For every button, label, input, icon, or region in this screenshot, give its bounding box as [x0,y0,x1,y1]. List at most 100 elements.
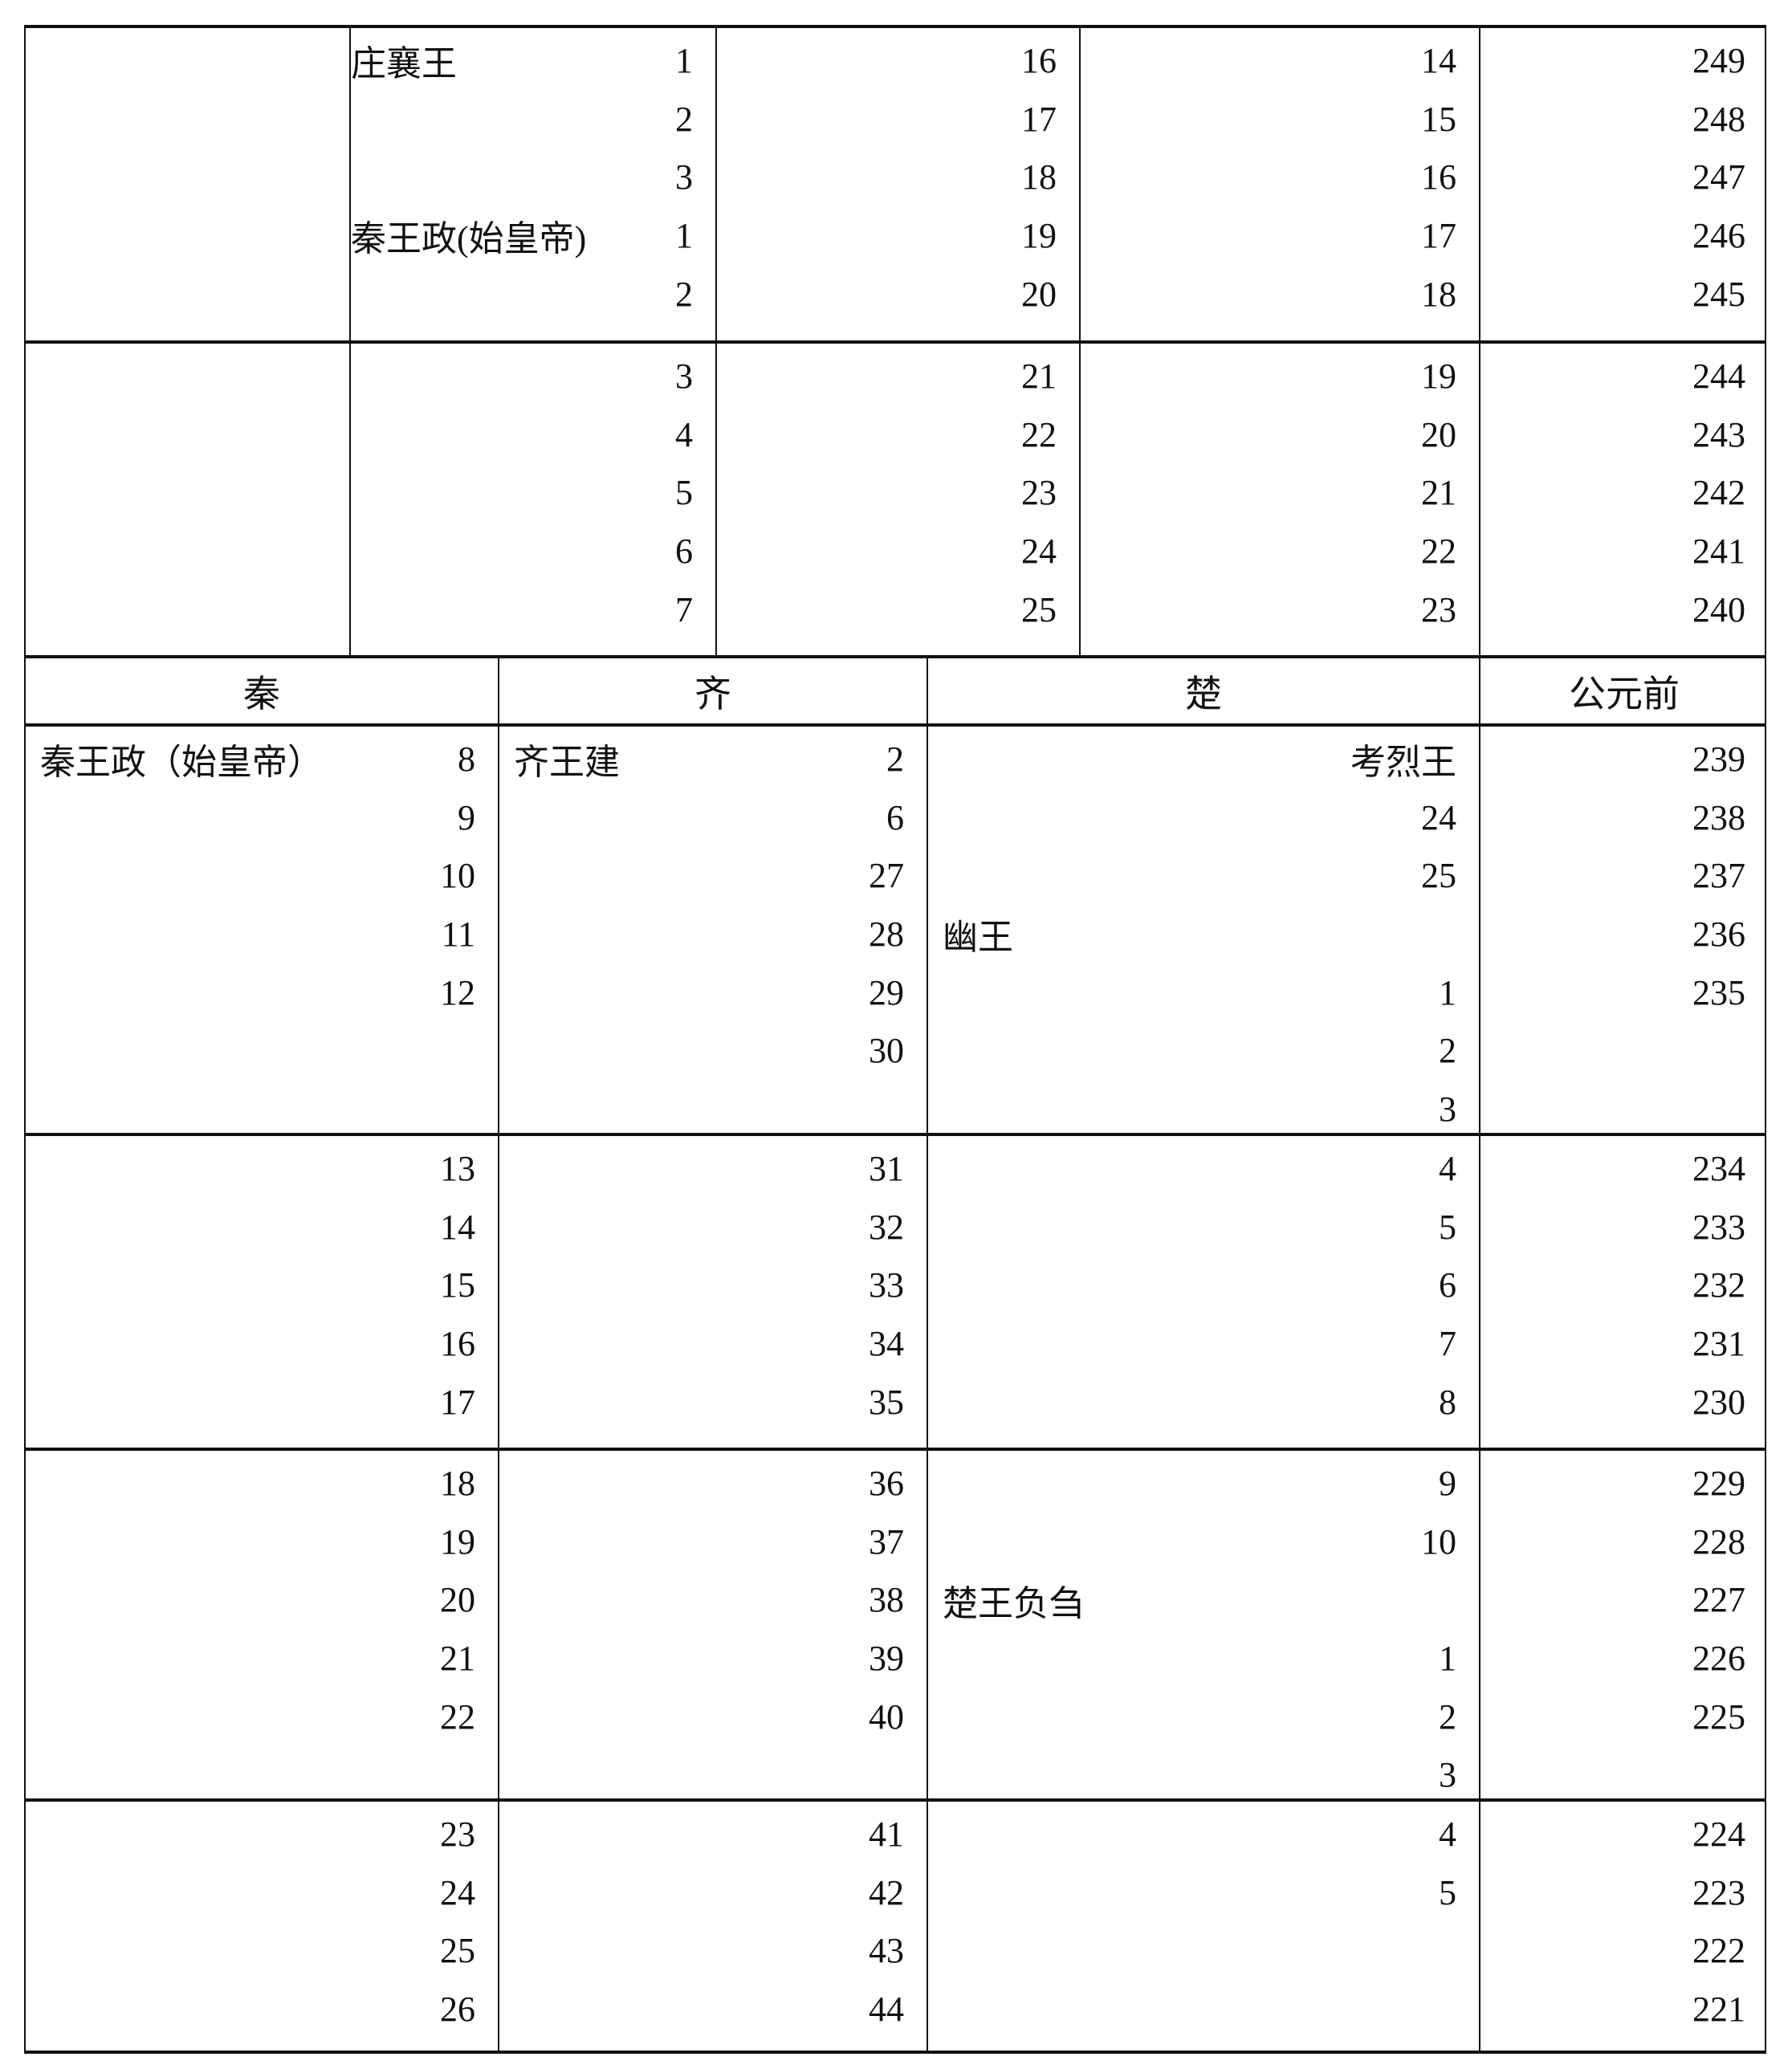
year-value: 42 [869,1872,904,1912]
table-row: 18 [40,1454,475,1513]
table-row: 庄襄王 1 [351,31,693,90]
year-value: 22 [1021,414,1057,454]
year-value: 239 [1692,739,1745,779]
table-row: 1 [943,1629,1456,1688]
table-row: 228 [1495,1513,1745,1571]
table-row: 17 [1095,206,1456,265]
cell-qin: 秦王政（始皇帝） 8 9 10 11 12 [26,725,498,1134]
year-value: 7 [675,589,693,629]
table-row: 22 [731,405,1057,464]
table-row: 42 [514,1863,904,1922]
table-row: 40 [514,1688,904,1746]
year-value: 2 [675,99,693,139]
table-row: 22 [40,1688,475,1746]
table-row: 18 [731,148,1057,206]
year-value: 15 [440,1265,475,1305]
table-row: 24 [731,522,1057,580]
table-row: 246 [1495,206,1745,265]
year-value: 4 [1439,1148,1456,1188]
year-value: 19 [1421,356,1456,396]
cell-qin: 庄襄王 1 2 3 秦王政(始皇帝) 1 2 [349,26,715,342]
year-value: 221 [1692,1989,1745,2029]
cell-era [26,26,349,342]
cell-chu: 9 10 楚王负刍 1 2 3 [927,1449,1479,1800]
table-row: 26 [40,1980,475,2038]
table-row: 16 [40,1314,475,1373]
table-row: 39 [514,1629,904,1688]
year-value: 6 [1439,1265,1456,1305]
table-row: 25 [943,846,1456,905]
cell-chu: 19 20 21 22 23 [1079,342,1479,657]
year-value: 25 [1421,856,1456,896]
year-value: 224 [1692,1814,1745,1854]
table-row: 6 [351,522,693,580]
year-value: 23 [440,1814,475,1854]
cell-chu: 4 5 6 7 8 [927,1134,1479,1449]
table-row: 31 [514,1139,904,1198]
table-row: 17 [731,90,1057,149]
year-value: 19 [440,1521,475,1562]
table-row: 6 [943,1256,1456,1314]
year-value: 10 [1421,1521,1456,1562]
table-row: 243 [1495,405,1745,464]
cell-year: 249 248 247 246 245 [1479,26,1768,342]
year-value: 25 [440,1931,475,1971]
year-value: 44 [869,1989,904,2029]
year-value: 22 [440,1696,475,1737]
table-row: 9 [943,1454,1456,1513]
year-value: 1 [675,40,693,80]
table-row: 5 [943,1863,1456,1922]
year-value: 3 [675,356,693,396]
table-row: 238 [1495,788,1745,847]
year-value: 29 [869,972,904,1012]
year-value: 13 [440,1148,475,1188]
cell-qi: 36 37 38 39 40 [498,1449,927,1800]
year-value: 229 [1692,1463,1745,1503]
table-row: 23 [40,1805,475,1863]
table-row: 幽王 [943,905,1456,963]
table-row: 240 [1495,580,1745,639]
table-row: 222 [1495,1921,1745,1980]
year-value: 26 [440,1989,475,2029]
year-value: 5 [1439,1872,1456,1912]
table-row: 34 [514,1314,904,1373]
row-divider [24,655,1766,658]
year-value: 227 [1692,1580,1745,1620]
ruler-label: 秦王政（始皇帝） [40,743,323,783]
table-row: 16 [1095,148,1456,206]
year-value: 4 [1439,1814,1456,1854]
table-block: 13 14 15 16 17 31 32 33 34 35 4 5 6 7 8 234 233 232 231 230 [24,1134,1766,1449]
year-value: 8 [458,739,475,779]
year-value: 21 [1421,473,1456,513]
year-value: 226 [1692,1638,1745,1678]
year-value: 3 [1439,1089,1456,1129]
year-value: 232 [1692,1265,1745,1305]
row-divider [24,1448,1766,1451]
year-value: 247 [1692,157,1745,198]
table-row: 23 [1095,580,1456,639]
table-row: 11 [40,905,475,963]
table-row: 10 [943,1513,1456,1571]
table-row: 248 [1495,90,1745,149]
table-row: 13 [40,1139,475,1198]
year-value: 11 [441,914,475,954]
table-row: 30 [514,1021,904,1080]
table-row: 244 [1495,347,1745,405]
year-value: 2 [886,739,904,779]
year-value: 236 [1692,914,1745,954]
year-value: 14 [440,1207,475,1247]
year-value: 246 [1692,215,1745,255]
year-value: 230 [1692,1382,1745,1422]
table-row: 15 [1095,90,1456,149]
year-value: 237 [1692,856,1745,896]
year-value: 33 [869,1265,904,1305]
table-row: 247 [1495,148,1745,206]
cell-chu: 14 15 16 17 18 [1079,26,1479,342]
year-value: 244 [1692,356,1745,396]
row-divider [24,1133,1766,1136]
table-row: 秦王政(始皇帝) 1 [351,206,693,265]
cell-year: 239 238 237 236 235 [1479,725,1768,1134]
cell-qin: 13 14 15 16 17 [26,1134,498,1449]
table-row: 245 [1495,265,1745,324]
year-value: 24 [440,1872,475,1912]
